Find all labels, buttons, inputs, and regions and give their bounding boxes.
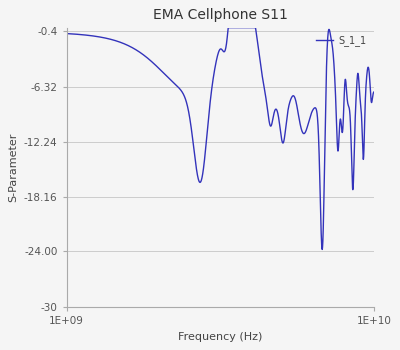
S_1_1 — [226, 26, 230, 30]
S_1_1 — [366, 65, 371, 70]
S_1_1 — [64, 32, 69, 36]
S_1_1 — [372, 90, 377, 94]
Y-axis label: S-Parameter: S-Parameter — [8, 133, 18, 202]
S_1_1 — [320, 247, 325, 252]
X-axis label: Frequency (Hz): Frequency (Hz) — [178, 332, 262, 342]
Line: S_1_1: S_1_1 — [66, 28, 374, 250]
S_1_1 — [118, 40, 122, 44]
S_1_1 — [333, 86, 338, 91]
S_1_1 — [182, 94, 187, 99]
Title: EMA Cellphone S11: EMA Cellphone S11 — [153, 8, 288, 22]
S_1_1 — [196, 175, 200, 179]
S_1_1 — [99, 35, 104, 40]
Legend: S_1_1: S_1_1 — [313, 33, 369, 49]
